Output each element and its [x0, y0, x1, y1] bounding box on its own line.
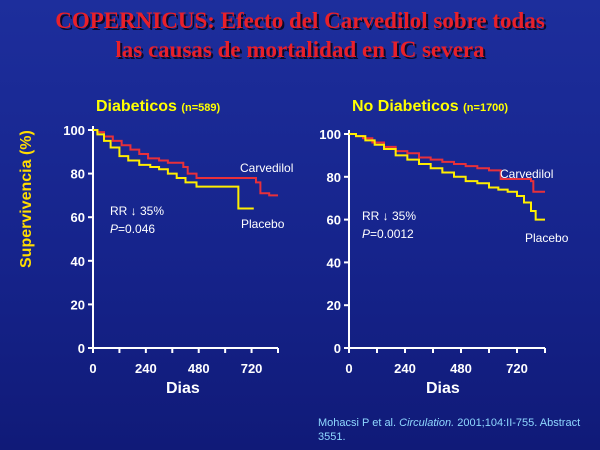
nondiabetic-y-tick-label: 80: [327, 170, 341, 185]
nondiabetic-series-placebo: [349, 133, 545, 221]
citation-journal: Circulation.: [399, 417, 455, 429]
nondiabetic-rr-annotation: RR ↓ 35%: [362, 209, 416, 223]
nondiabetic-legend-placebo: Placebo: [525, 231, 569, 245]
diabetic-rr-annotation: RR ↓ 35%: [110, 204, 164, 218]
nondiabetic-p-annotation: P=0.0012: [362, 227, 414, 241]
nondiabetic-y-tick-label: 0: [334, 341, 341, 356]
diabetic-series-placebo: [93, 129, 254, 210]
diabetic-y-tick-label: 40: [71, 254, 85, 269]
diabetic-y-tick-label: 80: [71, 167, 85, 182]
panel-title-nondiabetic-main: No Diabeticos: [352, 98, 459, 115]
panel-title-diabetic-main: Diabeticos: [96, 98, 177, 115]
title-line-2: las causas de mortalidad en IC severa: [115, 37, 485, 62]
diabetic-legend-placebo: Placebo: [241, 217, 285, 231]
citation: Mohacsi P et al. Circulation. 2001;104:I…: [318, 416, 588, 444]
panel-title-diabetic-n: (n=589): [181, 102, 221, 114]
diabetic-x-tick-label: 240: [135, 361, 157, 376]
diabetic-y-tick-label: 0: [78, 341, 85, 356]
diabetic-series-carvedilol: [93, 129, 278, 197]
diabetic-y-tick-label: 60: [71, 210, 85, 225]
citation-authors: Mohacsi P et al.: [318, 417, 400, 429]
nondiabetic-y-tick-label: 20: [327, 298, 341, 313]
nondiabetic-y-tick-label: 40: [327, 255, 341, 270]
diabetic-legend-carvedilol: Carvedilol: [240, 161, 293, 175]
diabetic-x-tick-label: 0: [89, 361, 96, 376]
nondiabetic-legend-carvedilol: Carvedilol: [500, 167, 553, 181]
nondiabetic-x-tick-label: 0: [345, 361, 352, 376]
x-axis-label-nondiabetic: Dias: [426, 380, 460, 397]
panel-title-nondiabetic-n: (n=1700): [463, 102, 509, 114]
nondiabetic-y-tick-label: 60: [327, 213, 341, 228]
x-axis-label-diabetic: Dias: [166, 380, 200, 397]
nondiabetic-series-carvedilol: [349, 133, 545, 193]
panel-title-nondiabetic: No Diabeticos (n=1700): [352, 98, 508, 116]
slide-title: COPERNICUS: Efecto del Carvedilol sobre …: [0, 6, 600, 64]
diabetic-p-annotation: P=0.046: [110, 222, 155, 236]
diabetic-y-tick-label: 100: [63, 123, 85, 138]
diabetic-y-tick-label: 20: [71, 297, 85, 312]
diabetic-x-tick-label: 720: [241, 361, 263, 376]
nondiabetic-x-tick-label: 720: [506, 361, 528, 376]
nondiabetic-y-tick-label: 100: [319, 127, 341, 142]
title-line-1: COPERNICUS: Efecto del Carvedilol sobre …: [55, 8, 545, 33]
diabetic-x-tick-label: 480: [188, 361, 210, 376]
nondiabetic-x-tick-label: 480: [450, 361, 472, 376]
nondiabetic-x-tick-label: 240: [394, 361, 416, 376]
citation-details: 2001;104:II-755. Abstract 3551.: [318, 417, 581, 443]
panel-title-diabetic: Diabeticos (n=589): [96, 98, 220, 116]
